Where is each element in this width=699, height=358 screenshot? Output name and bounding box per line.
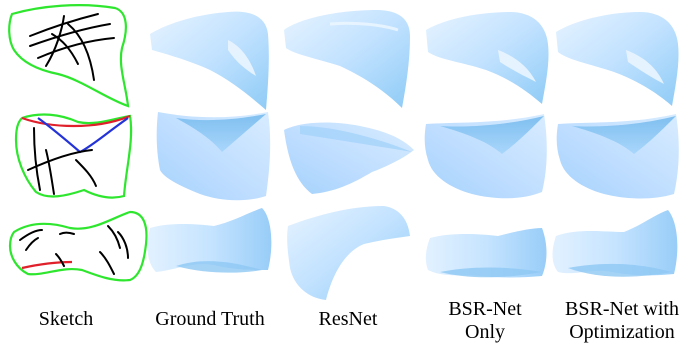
label-ground-truth: Ground Truth bbox=[144, 308, 276, 331]
label-line: BSR-Net with bbox=[565, 298, 679, 320]
ground-truth-row-1 bbox=[150, 11, 269, 110]
bsr-net-opt-row-1 bbox=[556, 12, 679, 106]
resnet-row-3 bbox=[287, 206, 410, 300]
label-line: ResNet bbox=[318, 308, 378, 330]
label-line: Ground Truth bbox=[155, 308, 265, 330]
ground-truth-row-2 bbox=[156, 112, 271, 201]
bsr-net-only-row-1 bbox=[426, 12, 549, 104]
label-line: Sketch bbox=[38, 308, 94, 330]
sketch-row-3 bbox=[8, 210, 148, 282]
ground-truth-row-3 bbox=[147, 208, 272, 273]
sketch-row-2 bbox=[14, 113, 133, 199]
resnet-row-1 bbox=[284, 10, 410, 108]
bsr-net-opt-row-3 bbox=[552, 210, 678, 277]
label-line: BSR-Net bbox=[448, 298, 522, 320]
column-labels: Sketch Ground Truth ResNet BSR-Net Only … bbox=[0, 298, 699, 358]
sketch-row-1 bbox=[8, 4, 130, 108]
resnet-row-2 bbox=[284, 122, 414, 194]
bsr-net-only-row-3 bbox=[425, 228, 547, 278]
bsr-net-only-row-2 bbox=[424, 114, 547, 199]
label-sketch: Sketch bbox=[18, 308, 114, 331]
label-line: Optimization bbox=[569, 321, 675, 343]
label-bsr-net-optimization: BSR-Net with Optimization bbox=[552, 298, 692, 344]
result-grid bbox=[8, 4, 679, 300]
label-bsr-net-only: BSR-Net Only bbox=[430, 298, 540, 344]
label-resnet: ResNet bbox=[300, 308, 396, 331]
bsr-net-opt-row-2 bbox=[556, 114, 679, 199]
label-line: Only bbox=[465, 321, 505, 343]
